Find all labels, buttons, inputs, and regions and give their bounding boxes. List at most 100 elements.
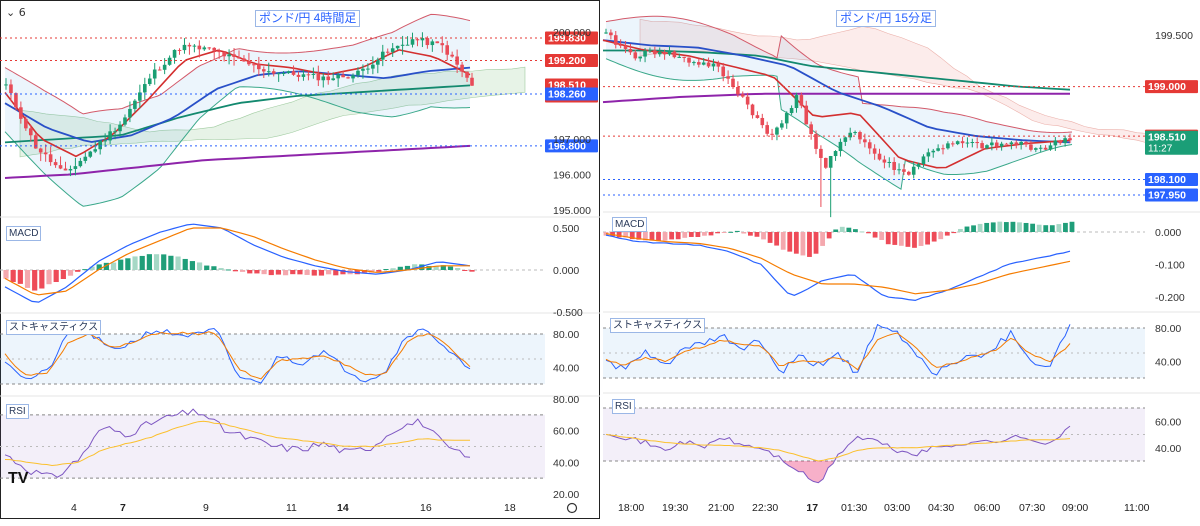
right-macd-hist-bar	[800, 232, 806, 256]
left-macd-hist-bar	[447, 266, 454, 270]
left-candle-body	[361, 68, 365, 71]
right-stoch-d	[605, 332, 1071, 371]
left-candle-body	[336, 74, 340, 79]
right-candle-body	[1043, 147, 1048, 150]
left-macd-tick: 0.500	[553, 223, 579, 235]
right-macd-hist-bar	[971, 225, 976, 232]
left-macd-hist-bar	[261, 270, 267, 275]
right-stoch-label[interactable]: ストキャスティクス	[610, 318, 706, 333]
right-x-tick: 04:30	[928, 502, 954, 514]
left-candle-body	[356, 70, 360, 76]
right-price-tag	[1145, 80, 1198, 94]
left-macd-hist-bar	[469, 270, 475, 272]
left-stoch-tick: 40.00	[553, 362, 579, 374]
left-candle-body	[123, 117, 127, 125]
timeframe-dropdown[interactable]: ⌄ 6	[6, 6, 26, 19]
right-macd-signal	[605, 233, 1071, 295]
right-x-tick: 09:00	[1062, 502, 1088, 514]
right-rsi-tick: 40.00	[1155, 443, 1181, 455]
left-candle-body	[410, 39, 415, 45]
right-candle-body	[736, 86, 740, 95]
right-candle-body	[638, 56, 642, 59]
left-candle-body	[88, 151, 93, 157]
right-macd-hist-bar	[990, 222, 996, 232]
right-candle-body	[692, 62, 696, 64]
right-macd-hist-bar	[879, 232, 885, 240]
left-macd-hist-bar	[103, 262, 109, 270]
right-candle-body	[721, 66, 726, 77]
right-stoch-tick: 40.00	[1155, 356, 1181, 368]
left-candle-body	[470, 77, 474, 86]
right-candle-body	[1024, 141, 1028, 145]
left-macd-hist-bar	[3, 270, 9, 279]
left-macd-tick: -0.500	[553, 307, 583, 319]
right-candle-body	[613, 35, 618, 45]
left-candle-body	[326, 76, 331, 81]
left-candle-body	[4, 84, 8, 86]
left-macd-hist-bar	[440, 265, 446, 270]
left-x-tick: 7	[120, 502, 126, 514]
left-candle-body	[172, 49, 177, 58]
right-macd-hist-bar	[984, 222, 990, 232]
left-macd-hist-bar	[10, 270, 16, 282]
left-candle-body	[405, 44, 410, 46]
left-candle-body	[237, 56, 241, 59]
left-macd-hist-bar	[46, 270, 52, 285]
left-macd-hist-bar	[290, 270, 296, 275]
right-macd-label[interactable]: MACD	[612, 217, 648, 232]
left-price-tag-label: 198.260	[548, 88, 586, 100]
right-macd-hist-bar	[649, 232, 655, 241]
left-macd-label[interactable]: MACD	[6, 226, 42, 241]
right-price-tag	[1145, 173, 1198, 187]
left-rsi-label[interactable]: RSI	[6, 404, 29, 419]
left-candle-body	[28, 128, 33, 136]
left-candle-body	[38, 148, 43, 153]
tradingview-logo: TV	[8, 470, 29, 487]
left-candle-body	[58, 165, 63, 169]
left-candle-body	[346, 77, 350, 79]
right-macd-hist-bar	[682, 232, 688, 238]
right-candle-body	[1009, 142, 1014, 145]
left-macd-hist-bar	[455, 268, 461, 270]
right-price-tag	[1145, 130, 1198, 155]
left-candle-body	[311, 73, 316, 75]
right-rsi-line	[605, 425, 1071, 484]
right-candle-body	[623, 45, 628, 49]
right-x-tick: 18:00	[618, 502, 644, 514]
left-rsi-tick: 80.00	[553, 394, 579, 406]
left-stoch-tick: 80.00	[553, 329, 579, 341]
right-x-tick: 03:00	[884, 502, 910, 514]
right-macd-hist-bar	[793, 232, 799, 254]
right-candle-body	[1014, 142, 1019, 145]
left-candle-body	[98, 140, 102, 150]
right-macd-hist-bar	[1049, 225, 1055, 232]
right-candle-body	[711, 63, 716, 67]
right-candle-body	[1029, 144, 1033, 150]
right-macd-hist-bar	[964, 226, 970, 232]
right-candle-body	[946, 143, 950, 149]
left-stoch-label[interactable]: ストキャスティクス	[6, 320, 102, 335]
right-x-tick: 07:30	[1019, 502, 1045, 514]
right-candle-body	[955, 141, 960, 145]
right-macd-hist-bar	[662, 232, 668, 241]
right-macd-hist-bar	[1010, 221, 1016, 232]
left-macd-hist-bar	[60, 270, 66, 279]
right-macd-hist-bar	[944, 232, 950, 236]
right-candle-body	[863, 139, 867, 143]
right-macd-hist-bar	[669, 232, 675, 240]
right-rsi-label[interactable]: RSI	[612, 399, 635, 414]
left-candle-body	[103, 140, 107, 142]
right-candle-body	[784, 113, 789, 124]
left-candle-body	[143, 84, 147, 93]
left-candle-body	[376, 59, 380, 65]
left-bollinger-fill	[5, 14, 470, 207]
left-macd-hist-bar	[462, 270, 468, 271]
left-candle-body	[14, 93, 18, 108]
right-candle-body	[892, 161, 896, 170]
left-candle-body	[266, 71, 271, 73]
left-bollinger-lower	[4, 86, 471, 207]
right-price-tag-label: 198.100	[1148, 174, 1186, 186]
left-stoch-d	[4, 331, 471, 380]
left-candle-body	[316, 73, 321, 81]
